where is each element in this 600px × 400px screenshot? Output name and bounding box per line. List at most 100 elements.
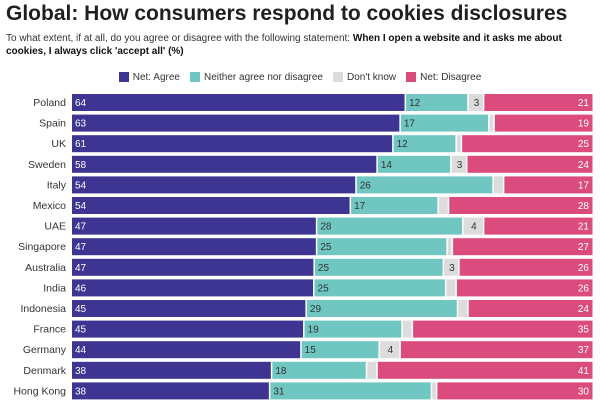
bar-disagree-uk (462, 135, 593, 153)
value-label-neither-hong-kong: 31 (273, 386, 285, 397)
bar-neither-hong-kong (270, 382, 431, 400)
bar-disagree-germany (400, 341, 593, 359)
value-label-disagree-italy: 17 (578, 180, 590, 191)
value-label-dont-know-germany: 4 (388, 345, 394, 356)
bar-dont-know-sweden (451, 155, 466, 173)
bar-neither-uk (393, 135, 456, 153)
bar-agree-australia (72, 258, 314, 276)
category-label-uae: UAE (44, 221, 66, 233)
value-label-agree-sweden: 58 (75, 160, 87, 171)
bar-dont-know-spain (489, 114, 494, 132)
bar-disagree-poland (484, 94, 593, 111)
bar-neither-mexico (351, 197, 438, 214)
bar-agree-indonesia (72, 300, 306, 317)
bar-agree-india (72, 279, 314, 297)
subtitle-statement: When I open a website and it asks me abo… (6, 33, 562, 57)
bar-agree-germany (72, 341, 301, 359)
bar-neither-indonesia (306, 300, 457, 317)
value-label-neither-singapore: 25 (320, 242, 332, 253)
category-label-spain: Spain (39, 118, 66, 130)
subtitle-question: To what extent, if at all, do you agree … (6, 33, 353, 44)
legend-label-disagree: Net: Disagree (420, 71, 482, 83)
value-label-agree-singapore: 47 (75, 242, 87, 253)
bar-disagree-australia (459, 258, 593, 276)
bar-neither-uae (317, 217, 462, 235)
value-label-neither-poland: 12 (409, 98, 421, 109)
value-label-dont-know-australia: 3 (449, 263, 455, 274)
value-label-neither-uae: 28 (320, 222, 332, 233)
category-label-singapore: Singapore (18, 241, 66, 253)
value-label-agree-india: 46 (75, 283, 87, 294)
bar-neither-germany (301, 341, 379, 359)
legend-item-dont-know: Don't know (332, 71, 397, 83)
value-label-disagree-uk: 25 (578, 139, 590, 150)
bar-dont-know-hong-kong (432, 382, 436, 400)
value-label-neither-indonesia: 29 (310, 304, 322, 315)
value-label-agree-denmark: 38 (75, 366, 87, 377)
bar-neither-poland (406, 94, 468, 111)
legend-item-neither: Neither agree nor disagree (190, 72, 323, 83)
category-label-france: France (33, 324, 66, 336)
bar-disagree-indonesia (468, 300, 593, 317)
value-label-disagree-denmark: 41 (578, 366, 590, 377)
category-label-uk: UK (51, 138, 66, 150)
legend-swatch-neither (190, 72, 200, 82)
value-label-neither-mexico: 17 (354, 201, 366, 212)
value-label-agree-germany: 44 (75, 345, 87, 356)
bar-neither-australia (314, 258, 443, 276)
bar-dont-know-mexico (438, 197, 448, 214)
value-label-disagree-sweden: 24 (578, 160, 590, 171)
value-label-agree-spain: 63 (75, 119, 87, 130)
category-label-india: India (43, 282, 66, 294)
chart-subtitle: To what extent, if at all, do you agree … (6, 32, 594, 58)
bar-disagree-spain (494, 114, 593, 132)
category-label-mexico: Mexico (33, 200, 66, 212)
bar-agree-italy (72, 176, 356, 194)
value-label-disagree-mexico: 28 (578, 201, 590, 212)
category-label-germany: Germany (23, 344, 67, 356)
value-label-disagree-france: 35 (578, 325, 590, 336)
value-label-agree-poland: 64 (75, 98, 87, 109)
value-label-neither-sweden: 14 (381, 160, 393, 171)
value-label-dont-know-uae: 4 (471, 222, 477, 233)
category-label-indonesia: Indonesia (20, 303, 66, 315)
bar-disagree-uae (484, 217, 593, 235)
bar-agree-hong-kong (72, 382, 269, 400)
value-label-neither-germany: 15 (305, 345, 317, 356)
bar-agree-sweden (72, 155, 377, 173)
bar-disagree-italy (504, 176, 593, 194)
legend-label-dont-know: Don't know (346, 71, 397, 83)
bar-dont-know-france (402, 320, 412, 338)
bar-agree-uae (72, 217, 316, 235)
value-label-disagree-spain: 19 (578, 119, 590, 130)
bar-neither-france (304, 320, 402, 338)
legend-item-disagree: Net: Disagree (406, 72, 481, 83)
value-label-dont-know-poland: 3 (474, 98, 480, 109)
bar-dont-know-india (446, 279, 456, 297)
value-label-agree-italy: 54 (75, 180, 87, 191)
category-label-hong-kong: Hong Kong (13, 385, 66, 397)
bar-disagree-hong-kong (437, 382, 593, 400)
value-label-neither-denmark: 18 (275, 366, 287, 377)
bar-disagree-mexico (449, 197, 593, 214)
bar-agree-spain (72, 114, 400, 132)
bar-agree-uk (72, 135, 393, 153)
bar-neither-sweden (377, 155, 451, 173)
value-label-disagree-india: 26 (578, 283, 590, 294)
bar-dont-know-denmark (367, 361, 377, 379)
value-label-agree-uk: 61 (75, 139, 87, 150)
bar-disagree-sweden (467, 155, 593, 173)
value-label-disagree-singapore: 27 (578, 242, 590, 253)
category-label-denmark: Denmark (23, 365, 66, 377)
value-label-neither-uk: 12 (397, 139, 409, 150)
legend-item-agree: Net: Agree (118, 72, 180, 83)
bar-disagree-france (413, 320, 593, 338)
value-label-neither-spain: 17 (404, 119, 416, 130)
value-label-neither-italy: 26 (360, 180, 372, 191)
value-label-agree-france: 45 (75, 325, 87, 336)
bar-dont-know-singapore (447, 238, 452, 256)
value-label-agree-indonesia: 45 (75, 304, 87, 315)
legend-swatch-disagree (406, 72, 417, 82)
category-label-australia: Australia (25, 262, 66, 274)
legend-swatch-dont-know (332, 72, 343, 82)
